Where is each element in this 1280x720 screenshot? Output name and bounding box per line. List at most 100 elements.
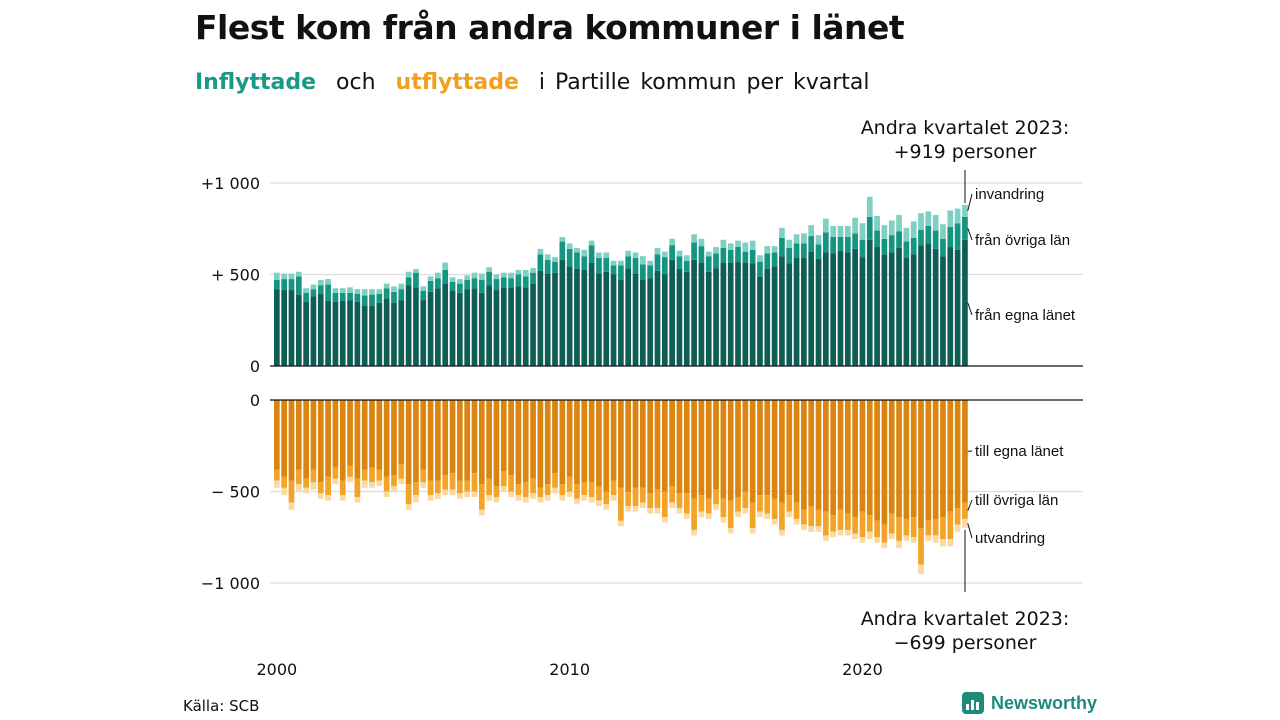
bar-in-ovriga-lan	[281, 279, 288, 291]
bar-in-ovriga-lan	[742, 251, 749, 263]
bar-out-ovriga-lan	[713, 489, 719, 505]
bar-in-egna-lanet	[749, 263, 756, 366]
bar-in-invandring	[808, 225, 815, 237]
bar-in-invandring	[757, 255, 763, 262]
bar-out-ovriga-lan	[720, 498, 727, 518]
bar-out-utvandring	[500, 486, 507, 492]
bar-out-egna-lanet	[844, 400, 851, 514]
bar-in-invandring	[610, 260, 617, 266]
bar-out-utvandring	[823, 535, 829, 541]
bar-in-ovriga-lan	[317, 285, 324, 294]
bar-out-utvandring	[727, 528, 734, 534]
bar-in-invandring	[339, 288, 346, 293]
bar-out-utvandring	[808, 526, 815, 532]
bar-out-ovriga-lan	[427, 480, 434, 496]
bar-out-ovriga-lan	[581, 482, 588, 496]
bar-out-utvandring	[647, 507, 654, 514]
bar-in-invandring	[910, 221, 917, 238]
bar-in-ovriga-lan	[640, 264, 646, 280]
bar-in-ovriga-lan	[896, 231, 902, 248]
bar-in-invandring	[457, 279, 463, 284]
bar-in-egna-lanet	[391, 302, 397, 366]
bar-in-ovriga-lan	[647, 265, 654, 279]
bar-in-ovriga-lan	[757, 261, 763, 277]
bar-in-invandring	[574, 247, 580, 253]
bar-in-ovriga-lan	[844, 236, 851, 253]
bar-out-egna-lanet	[618, 400, 624, 488]
bar-in-ovriga-lan	[383, 288, 390, 299]
bar-out-ovriga-lan	[391, 475, 397, 487]
bar-out-egna-lanet	[727, 400, 734, 501]
bar-out-utvandring	[661, 517, 668, 523]
bar-in-invandring	[522, 269, 529, 277]
bar-in-egna-lanet	[910, 254, 917, 366]
bar-out-ovriga-lan	[640, 487, 646, 503]
bar-out-egna-lanet	[874, 400, 880, 521]
bar-in-ovriga-lan	[669, 245, 675, 260]
bar-out-ovriga-lan	[683, 493, 690, 514]
bar-out-egna-lanet	[383, 400, 390, 477]
bar-out-ovriga-lan	[552, 473, 558, 488]
bar-out-ovriga-lan	[940, 517, 946, 540]
bar-out-utvandring	[332, 478, 339, 485]
bar-in-invandring	[720, 239, 727, 248]
bar-out-utvandring	[303, 487, 309, 494]
bar-in-invandring	[310, 284, 317, 290]
bar-in-ovriga-lan	[347, 292, 353, 301]
bar-out-egna-lanet	[940, 400, 946, 518]
bar-in-egna-lanet	[713, 268, 719, 367]
top-annotation-text: Andra kvartalet 2023:	[861, 117, 1070, 139]
bar-in-invandring	[888, 220, 895, 236]
bar-out-egna-lanet	[478, 400, 485, 485]
bar-out-utvandring	[420, 482, 427, 488]
bar-out-utvandring	[683, 513, 690, 519]
bar-in-invandring	[801, 233, 807, 244]
bar-out-egna-lanet	[910, 400, 917, 518]
bar-in-ovriga-lan	[486, 271, 492, 286]
bar-out-ovriga-lan	[903, 518, 910, 536]
bar-out-utvandring	[478, 509, 485, 516]
bar-out-utvandring	[435, 493, 441, 499]
bar-in-invandring	[383, 283, 390, 289]
bar-out-egna-lanet	[918, 400, 924, 529]
bar-out-utvandring	[559, 495, 566, 501]
bar-in-egna-lanet	[442, 283, 449, 366]
bar-out-ovriga-lan	[705, 498, 712, 514]
bar-in-invandring	[603, 252, 610, 259]
bar-out-ovriga-lan	[786, 495, 793, 512]
bar-in-egna-lanet	[478, 292, 485, 366]
bar-in-egna-lanet	[317, 293, 324, 366]
bar-out-utvandring	[925, 535, 932, 541]
bar-out-ovriga-lan	[881, 524, 888, 543]
bar-out-utvandring	[786, 511, 793, 518]
bar-in-egna-lanet	[347, 300, 353, 366]
bar-out-utvandring	[779, 529, 785, 536]
bar-in-invandring	[844, 226, 851, 237]
bar-out-utvandring	[632, 506, 639, 512]
bar-in-invandring	[661, 251, 668, 258]
bar-out-egna-lanet	[661, 400, 668, 492]
bar-in-egna-lanet	[281, 290, 288, 366]
bar-in-ovriga-lan	[683, 260, 690, 272]
bar-out-ovriga-lan	[457, 480, 463, 494]
bar-out-utvandring	[603, 504, 610, 510]
bar-out-egna-lanet	[508, 400, 514, 476]
bar-in-invandring	[295, 271, 302, 277]
bar-out-egna-lanet	[442, 400, 449, 476]
bar-in-egna-lanet	[808, 251, 815, 367]
bar-in-invandring	[830, 226, 837, 237]
bar-in-egna-lanet	[508, 287, 514, 366]
bar-out-utvandring	[815, 526, 822, 532]
bottom-series-label: till egna länet	[975, 443, 1064, 460]
bar-in-invandring	[625, 250, 632, 257]
bar-out-egna-lanet	[493, 400, 500, 487]
bar-in-ovriga-lan	[793, 243, 800, 259]
bar-in-egna-lanet	[449, 290, 456, 366]
bar-chart-logo-icon	[962, 692, 984, 714]
bar-out-ovriga-lan	[398, 464, 405, 479]
bar-in-egna-lanet	[661, 274, 668, 366]
bar-in-invandring	[486, 267, 492, 272]
bar-in-invandring	[376, 289, 383, 294]
bar-out-ovriga-lan	[544, 484, 551, 496]
bar-out-ovriga-lan	[295, 469, 302, 485]
